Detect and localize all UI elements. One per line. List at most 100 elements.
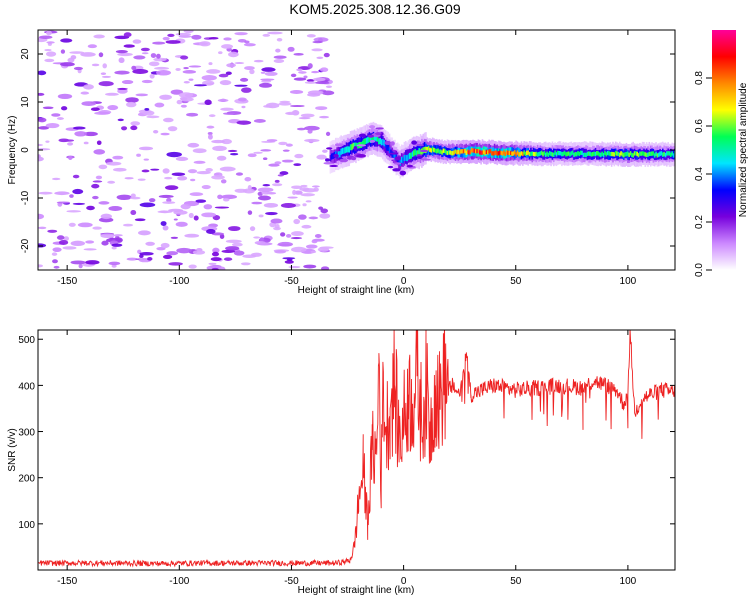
ridge-core xyxy=(469,149,472,155)
ridge-core xyxy=(470,148,473,153)
noise-speckle xyxy=(162,254,173,260)
noise-speckle xyxy=(192,148,207,154)
noise-speckle xyxy=(162,201,176,204)
noise-speckle xyxy=(316,56,324,59)
ridge-core xyxy=(446,150,449,156)
ridge-core xyxy=(536,152,539,157)
ridge-core xyxy=(400,156,403,163)
ridge-speckle xyxy=(390,141,395,146)
ridge-core xyxy=(454,149,457,154)
ridge-core xyxy=(548,151,551,156)
noise-speckle xyxy=(208,62,213,66)
noise-speckle xyxy=(60,106,68,111)
ridge-core xyxy=(369,136,372,144)
ridge-core xyxy=(337,151,340,158)
ridge-core xyxy=(413,150,415,157)
noise-speckle xyxy=(156,53,161,59)
noise-speckle xyxy=(313,187,319,192)
noise-speckle xyxy=(51,252,58,256)
noise-speckle xyxy=(305,200,312,203)
noise-speckle xyxy=(226,63,236,68)
ridge-core xyxy=(489,148,492,154)
ridge-core xyxy=(509,150,512,156)
ridge-speckle xyxy=(369,125,376,129)
noise-speckle xyxy=(118,57,125,64)
ridge-core xyxy=(621,152,624,157)
ridge-core xyxy=(458,150,461,155)
noise-speckle xyxy=(289,105,305,108)
noise-speckle xyxy=(135,93,149,97)
ridge-core xyxy=(491,151,493,156)
noise-speckle xyxy=(148,198,156,203)
snr-x-tick-label: -150 xyxy=(57,576,77,587)
ridge-core xyxy=(456,150,458,155)
noise-speckle xyxy=(210,257,222,262)
ridge-core xyxy=(339,151,341,158)
noise-speckle xyxy=(318,206,324,210)
ridge-core xyxy=(495,150,497,155)
noise-speckle xyxy=(83,248,97,251)
ridge-core xyxy=(481,150,484,155)
noise-speckle xyxy=(317,247,330,252)
noise-speckle xyxy=(57,93,73,99)
noise-speckle xyxy=(308,216,319,220)
ridge-core xyxy=(577,151,579,156)
noise-speckle xyxy=(287,196,298,199)
noise-speckle xyxy=(319,213,331,219)
ridge-core xyxy=(532,151,535,157)
noise-speckle xyxy=(298,71,307,74)
noise-speckle xyxy=(180,97,194,102)
noise-speckle xyxy=(218,266,226,270)
noise-speckle xyxy=(223,37,232,41)
ridge-core xyxy=(492,151,495,156)
noise-speckle xyxy=(291,185,303,189)
noise-speckle xyxy=(152,41,166,45)
noise-speckle xyxy=(190,178,196,182)
noise-speckle xyxy=(72,174,80,179)
noise-speckle xyxy=(249,69,255,75)
colorbar-tick-label: 0.6 xyxy=(694,119,705,133)
colorbar-tick-label: 0.0 xyxy=(694,263,705,277)
noise-speckle xyxy=(73,66,83,71)
ridge-core xyxy=(561,152,563,157)
noise-speckle xyxy=(168,208,184,212)
noise-speckle xyxy=(45,51,57,57)
ridge-core xyxy=(519,152,521,157)
noise-speckle xyxy=(130,193,136,198)
snr-y-label: SNR (v/v) xyxy=(7,428,18,471)
ridge-core xyxy=(641,151,644,156)
noise-speckle xyxy=(260,149,272,152)
ridge-core xyxy=(411,150,414,157)
noise-speckle xyxy=(176,99,183,105)
noise-speckle xyxy=(92,195,99,200)
noise-speckle xyxy=(267,31,283,35)
ridge-core xyxy=(550,151,552,157)
noise-speckle xyxy=(264,71,278,76)
ridge-core xyxy=(543,150,546,156)
noise-speckle xyxy=(258,214,264,218)
noise-speckle xyxy=(105,92,119,96)
noise-speckle xyxy=(311,48,323,52)
ridge-core xyxy=(567,151,570,156)
spectrogram-x-tick-label: 100 xyxy=(620,276,637,287)
ridge-speckle xyxy=(415,144,425,147)
noise-speckle xyxy=(272,183,283,187)
ridge-core xyxy=(581,150,583,156)
colorbar-tick-label: 0.4 xyxy=(694,167,705,181)
ridge-core xyxy=(516,150,519,155)
noise-speckle xyxy=(207,134,213,140)
noise-speckle xyxy=(93,34,105,39)
ridge-core xyxy=(639,151,641,156)
ridge-core xyxy=(480,150,482,155)
ridge-core xyxy=(659,151,661,156)
ridge-core xyxy=(477,148,480,154)
ridge-core xyxy=(604,150,606,156)
noise-speckle xyxy=(225,71,232,75)
noise-speckle xyxy=(83,84,94,90)
noise-speckle xyxy=(78,263,83,269)
noise-speckle xyxy=(90,107,100,112)
noise-speckle xyxy=(52,177,61,181)
noise-speckle xyxy=(222,112,235,115)
noise-speckle xyxy=(68,222,76,227)
ridge-core xyxy=(363,138,365,145)
